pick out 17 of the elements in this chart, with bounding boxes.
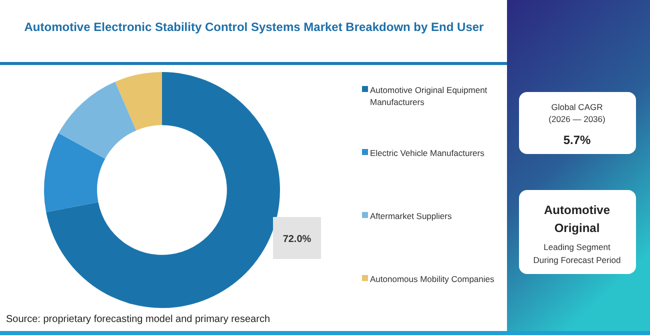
text: (2026 — 2036) bbox=[548, 114, 606, 124]
donut-slice bbox=[115, 72, 162, 130]
text: Global CAGR bbox=[551, 102, 603, 112]
text: 5.7% bbox=[563, 133, 591, 147]
legend-label: Autonomous Mobility Companies bbox=[370, 274, 494, 284]
donut-slice bbox=[46, 72, 280, 308]
donut-slice bbox=[58, 82, 136, 159]
source-note: Source: proprietary forecasting model and primary research bbox=[6, 314, 270, 325]
chart-title: Automotive Electronic Stability Control Systems Market Breakdown by End User bbox=[24, 20, 484, 34]
data-label: 72.0% bbox=[282, 234, 312, 245]
legend-label: Automotive Original Equipment Manufacturers bbox=[370, 85, 488, 107]
text: Leading Segment bbox=[544, 242, 611, 252]
donut-slice bbox=[44, 133, 106, 212]
text: Automotive Original bbox=[544, 203, 610, 235]
legend-label: Electric Vehicle Manufacturers bbox=[370, 148, 484, 158]
text: During Forecast Period bbox=[533, 255, 621, 265]
legend-label: Aftermarket Suppliers bbox=[370, 211, 452, 221]
